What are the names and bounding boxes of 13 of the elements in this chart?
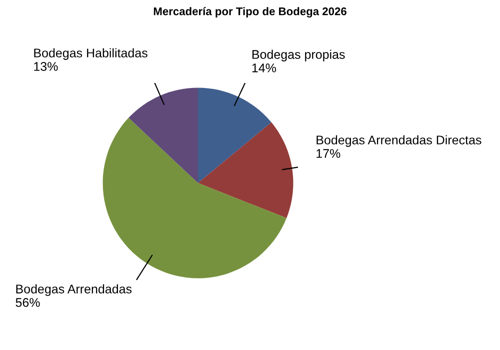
data-label: 14% (252, 64, 276, 72)
slice-label: Bodegas Arrendadas (16, 284, 132, 296)
slice-label: Bodegas Habilitadas (34, 48, 148, 60)
pie-slice (198, 88, 272, 183)
slice-label: Bodegas propias (252, 50, 345, 62)
data-label: 13% (34, 62, 58, 71)
data-label: 17% (316, 149, 340, 158)
pie-slice (198, 122, 294, 218)
pie-slice (102, 118, 287, 278)
data-label: 56% (16, 298, 40, 307)
chart-title: Mercadería por Tipo de Bodega 2026 (154, 7, 346, 18)
slice-label: Bodegas Arrendadas Directas (316, 135, 482, 147)
pie-slice (128, 88, 198, 183)
